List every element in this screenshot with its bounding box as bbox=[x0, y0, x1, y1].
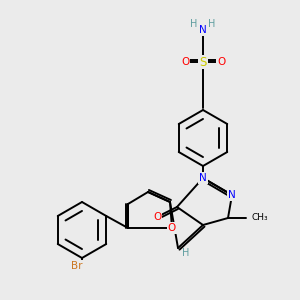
Text: N: N bbox=[228, 190, 236, 200]
Text: N: N bbox=[199, 173, 207, 183]
Text: H: H bbox=[182, 248, 190, 258]
Text: H: H bbox=[208, 19, 216, 29]
Text: O: O bbox=[181, 57, 189, 67]
Text: Br: Br bbox=[71, 261, 83, 271]
Text: H: H bbox=[190, 19, 198, 29]
Text: S: S bbox=[199, 56, 207, 68]
Text: O: O bbox=[153, 212, 161, 222]
Text: CH₃: CH₃ bbox=[252, 214, 268, 223]
Text: O: O bbox=[168, 223, 176, 233]
Text: O: O bbox=[217, 57, 225, 67]
Text: N: N bbox=[199, 25, 207, 35]
